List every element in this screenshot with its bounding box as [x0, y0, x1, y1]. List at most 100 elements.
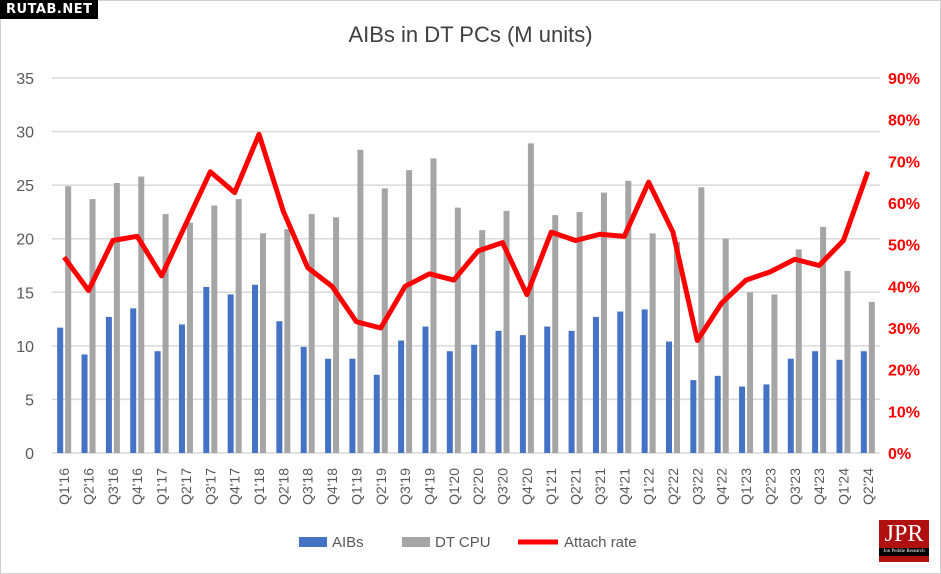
- bar-aibs: [178, 324, 185, 453]
- bar-aibs: [81, 354, 88, 453]
- x-axis-tick: Q3'18: [300, 468, 316, 505]
- legend-label-dt-cpu: DT CPU: [435, 534, 491, 551]
- left-axis-tick: 35: [16, 71, 34, 88]
- x-axis-tick: Q1'16: [56, 468, 72, 505]
- bar-aibs: [422, 326, 429, 453]
- bar-dt-cpu: [844, 270, 851, 453]
- x-axis-tick: Q3'21: [592, 468, 608, 505]
- right-axis-tick: 20%: [888, 363, 920, 380]
- bar-aibs: [471, 344, 478, 453]
- chart-title: AIBs in DT PCs (M units): [348, 22, 593, 47]
- bar-aibs: [592, 316, 599, 453]
- logo-subtext: Jon Peddie Research: [879, 548, 929, 556]
- left-axis-tick: 20: [16, 232, 34, 249]
- bar-aibs: [519, 335, 526, 453]
- bar-aibs: [617, 311, 624, 453]
- bar-aibs: [690, 380, 697, 453]
- left-axis-tick: 10: [16, 339, 34, 356]
- x-axis-tick: Q4'21: [616, 468, 632, 505]
- bar-dt-cpu: [503, 210, 510, 453]
- x-axis-tick: Q2'17: [178, 468, 194, 505]
- bar-dt-cpu: [235, 199, 242, 453]
- right-axis-tick: 0%: [888, 446, 911, 463]
- legend-swatch-aibs: [299, 537, 327, 547]
- bar-aibs: [227, 294, 234, 453]
- bar-aibs: [349, 358, 356, 453]
- bar-dt-cpu: [333, 217, 340, 453]
- right-axis-tick: 10%: [888, 404, 920, 421]
- x-axis-tick: Q2'19: [373, 468, 389, 505]
- x-axis-tick: Q2'16: [81, 468, 97, 505]
- bar-dt-cpu: [698, 187, 705, 454]
- x-axis-tick: Q3'17: [202, 468, 218, 505]
- bar-dt-cpu: [308, 214, 315, 453]
- bar-aibs: [130, 308, 137, 453]
- x-axis-tick: Q2'21: [568, 468, 584, 505]
- bar-dt-cpu: [868, 301, 875, 453]
- bar-dt-cpu: [795, 249, 802, 453]
- bar-dt-cpu: [820, 226, 827, 453]
- bar-dt-cpu: [89, 199, 96, 453]
- bar-dt-cpu: [454, 207, 461, 453]
- bar-dt-cpu: [625, 180, 632, 453]
- watermark: RUTAB.NET: [0, 0, 99, 19]
- x-axis-tick: Q4'20: [519, 468, 535, 505]
- x-axis-tick: Q1'20: [446, 468, 462, 505]
- bar-dt-cpu: [479, 230, 486, 453]
- bar-dt-cpu: [284, 229, 291, 453]
- x-axis-tick: Q1'23: [738, 468, 754, 505]
- x-axis-tick: Q2'20: [470, 468, 486, 505]
- bar-dt-cpu: [771, 294, 778, 453]
- right-axis-tick: 60%: [888, 196, 920, 213]
- bar-dt-cpu: [113, 183, 120, 453]
- legend-swatch-dt-cpu: [402, 537, 430, 547]
- x-axis-tick: Q4'17: [227, 468, 243, 505]
- x-axis-tick: Q2'22: [665, 468, 681, 505]
- bar-dt-cpu: [674, 241, 680, 453]
- bar-dt-cpu: [600, 192, 607, 453]
- legend-label-aibs: AIBs: [332, 534, 364, 551]
- bar-aibs: [154, 351, 161, 453]
- bar-dt-cpu: [649, 233, 656, 453]
- line-attach-rate: [62, 131, 871, 343]
- right-axis-tick: 70%: [888, 154, 920, 171]
- bar-dt-cpu: [260, 233, 266, 453]
- left-axis-tick: 5: [25, 392, 34, 409]
- bar-aibs: [714, 375, 721, 453]
- left-axis-tick: 30: [16, 125, 34, 142]
- x-axis-tick: Q3'19: [397, 468, 413, 505]
- bar-aibs: [568, 330, 575, 453]
- x-axis-tick: Q1'17: [154, 468, 170, 505]
- bar-aibs: [57, 327, 64, 453]
- bar-aibs: [203, 286, 210, 453]
- bar-dt-cpu: [211, 205, 218, 453]
- legend-label-attach-rate: Attach rate: [564, 534, 637, 551]
- right-axis-tick: 80%: [888, 113, 920, 130]
- right-axis-tick: 50%: [888, 238, 920, 255]
- x-axis-tick: Q2'23: [762, 468, 778, 505]
- x-axis-tick: Q4'19: [421, 468, 437, 505]
- x-axis-tick: Q4'18: [324, 468, 340, 505]
- bar-aibs: [325, 358, 332, 453]
- bar-aibs: [836, 359, 843, 453]
- x-axis-tick: Q3'20: [495, 468, 511, 505]
- right-axis-tick: 90%: [888, 71, 920, 88]
- x-axis-tick: Q4'23: [811, 468, 827, 505]
- bar-dt-cpu: [722, 238, 729, 453]
- bar-dt-cpu: [747, 292, 754, 453]
- x-axis-tick: Q4'16: [129, 468, 145, 505]
- bar-aibs: [252, 284, 258, 453]
- x-axis-tick: Q3'23: [787, 468, 803, 505]
- right-axis-tick: 40%: [888, 279, 920, 296]
- x-axis-tick: Q2'18: [275, 468, 291, 505]
- x-axis-tick: Q3'16: [105, 468, 121, 505]
- bar-dt-cpu: [65, 186, 72, 453]
- bar-aibs: [276, 321, 283, 453]
- bar-aibs: [763, 384, 770, 453]
- bar-dt-cpu: [138, 176, 145, 454]
- bar-aibs: [544, 326, 551, 453]
- bar-aibs: [105, 316, 112, 453]
- x-axis-tick: Q1'18: [251, 468, 267, 505]
- x-axis-tick: Q2'24: [860, 468, 876, 505]
- bar-dt-cpu: [357, 149, 364, 454]
